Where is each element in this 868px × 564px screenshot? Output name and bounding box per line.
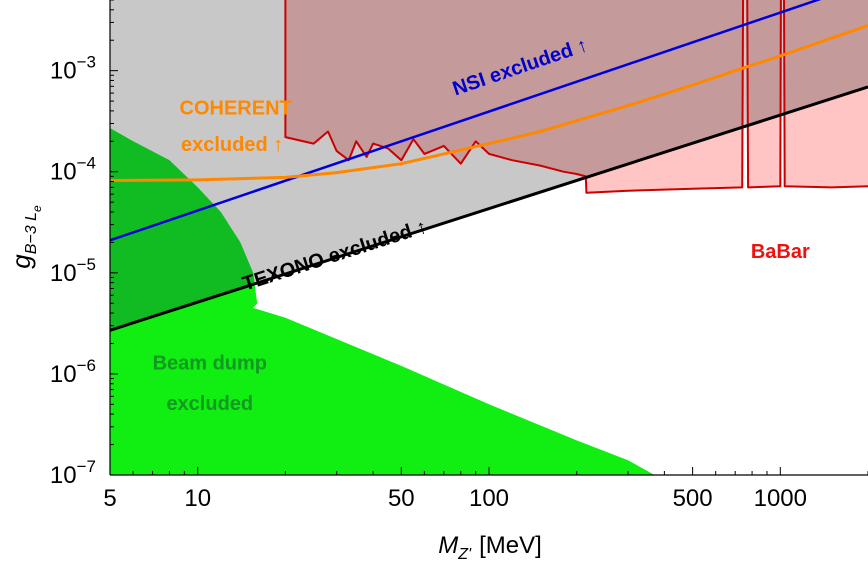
beamdump-excluded-region [110, 128, 655, 475]
y-tick-label: 10−4 [50, 154, 96, 186]
y-axis-label: gB−3 Le [6, 205, 44, 269]
babar-line [284, 0, 868, 194]
annotation-coherent-2: excluded ↑ [181, 134, 283, 156]
x-tick-label: 5 [103, 485, 116, 512]
x-tick-label: 500 [673, 485, 713, 512]
y-tick-label: 10−7 [50, 457, 96, 489]
x-tick-label: 100 [469, 485, 509, 512]
x-tick-label: 1000 [754, 485, 807, 512]
y-tick-label: 10−5 [50, 255, 96, 287]
annotation-babar: BaBar [751, 241, 810, 263]
y-tick-label: 10−3 [50, 53, 96, 85]
coherent-line [110, 24, 868, 182]
x-tick-label: 10 [184, 485, 211, 512]
texono-line [110, 85, 868, 332]
y-tick-label: 10−6 [50, 356, 96, 388]
annotation-coherent-1: COHERENT [180, 97, 292, 119]
x-tick-label: 50 [388, 485, 415, 512]
nsi-line [110, 0, 822, 242]
x-axis-label: MZ' [MeV] [438, 532, 542, 563]
annotation-beamdump-1: Beam dump [153, 353, 267, 375]
annotation-beamdump-2: excluded [166, 393, 253, 415]
